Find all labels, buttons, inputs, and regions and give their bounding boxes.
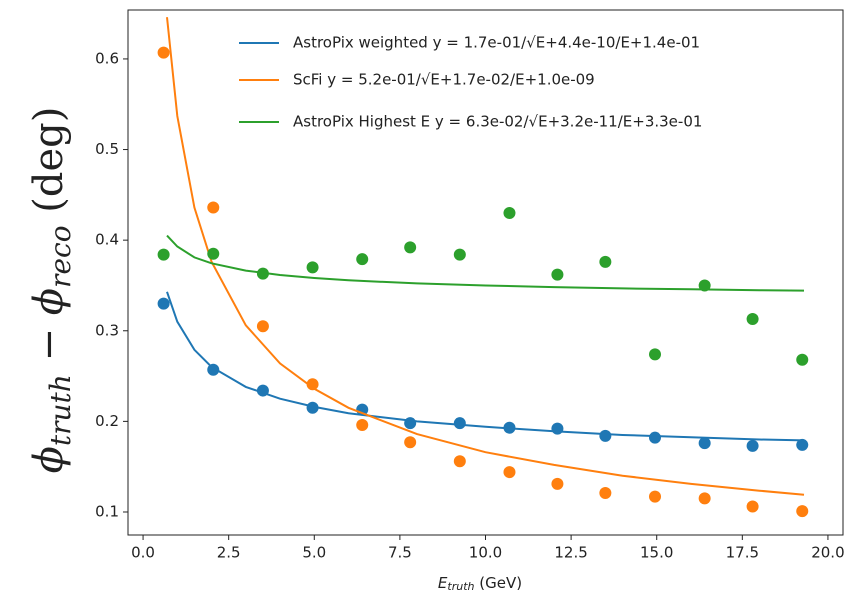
y-tick-label: 0.6 — [95, 49, 119, 67]
point — [256, 384, 269, 397]
x-label-unit: (GeV) — [474, 574, 522, 592]
point — [256, 267, 269, 280]
y-axis-label: ϕtruth − ϕreco (deg) — [26, 107, 77, 474]
point — [599, 486, 612, 499]
point — [157, 297, 170, 310]
plot-frame — [127, 9, 844, 536]
point — [306, 401, 319, 414]
y-label-unit: (deg) — [26, 107, 72, 226]
point — [306, 378, 319, 391]
point — [796, 505, 809, 518]
point — [356, 418, 369, 431]
point — [746, 500, 759, 513]
legend-label: AstroPix weighted y = 1.7e-01/√E+4.4e-10… — [293, 34, 700, 52]
point — [796, 438, 809, 451]
point — [453, 417, 466, 430]
fit-line — [166, 291, 805, 442]
x-tick-label: 0.0 — [131, 544, 155, 562]
x-tick-label: 7.5 — [388, 544, 412, 562]
x-tick-label: 5.0 — [302, 544, 326, 562]
point — [503, 466, 516, 479]
y-label-subscript: truth — [44, 374, 77, 446]
point — [157, 46, 170, 59]
y-tick-label: 0.5 — [95, 140, 119, 158]
x-tick-label: 12.5 — [554, 544, 587, 562]
point — [503, 421, 516, 434]
y-tick-label: 0.1 — [95, 502, 119, 520]
y-label-symbol: ϕ — [26, 446, 72, 473]
y-tick-label: 0.2 — [95, 412, 119, 430]
x-axis-label: Etruth (GeV) — [438, 574, 522, 594]
x-tick-label: 10.0 — [469, 544, 502, 562]
point — [453, 455, 466, 468]
point — [551, 477, 564, 490]
point — [649, 348, 662, 361]
point — [207, 201, 220, 214]
point — [356, 253, 369, 266]
point — [698, 492, 711, 505]
y-label-subscript: reco — [44, 225, 77, 288]
x-tick-label: 15.0 — [640, 544, 673, 562]
point — [404, 241, 417, 254]
point — [796, 353, 809, 366]
point — [649, 490, 662, 503]
point — [207, 363, 220, 376]
y-label-symbol: − ϕ — [26, 288, 72, 374]
point — [551, 268, 564, 281]
point — [306, 261, 319, 274]
y-tick-label: 0.3 — [95, 321, 119, 339]
point — [599, 429, 612, 442]
point — [649, 431, 662, 444]
legend-label: AstroPix Highest E y = 6.3e-02/√E+3.2e-1… — [293, 113, 702, 131]
point — [157, 248, 170, 261]
x-tick-label: 17.5 — [726, 544, 759, 562]
point — [698, 279, 711, 292]
point — [698, 437, 711, 450]
point — [746, 439, 759, 452]
x-tick-label: 20.0 — [811, 544, 844, 562]
point — [503, 206, 516, 219]
legend-label: ScFi y = 5.2e-01/√E+1.7e-02/E+1.0e-09 — [293, 71, 595, 89]
point — [404, 436, 417, 449]
fit-line — [166, 17, 805, 496]
point — [404, 417, 417, 430]
fit-line — [166, 234, 805, 292]
x-label-subscript: truth — [447, 580, 474, 593]
y-tick-label: 0.4 — [95, 231, 119, 249]
point — [599, 255, 612, 268]
point — [746, 312, 759, 325]
point — [453, 248, 466, 261]
point — [207, 247, 220, 260]
point — [551, 422, 564, 435]
x-label-symbol: E — [438, 574, 448, 592]
x-tick-label: 2.5 — [217, 544, 241, 562]
point — [256, 320, 269, 333]
